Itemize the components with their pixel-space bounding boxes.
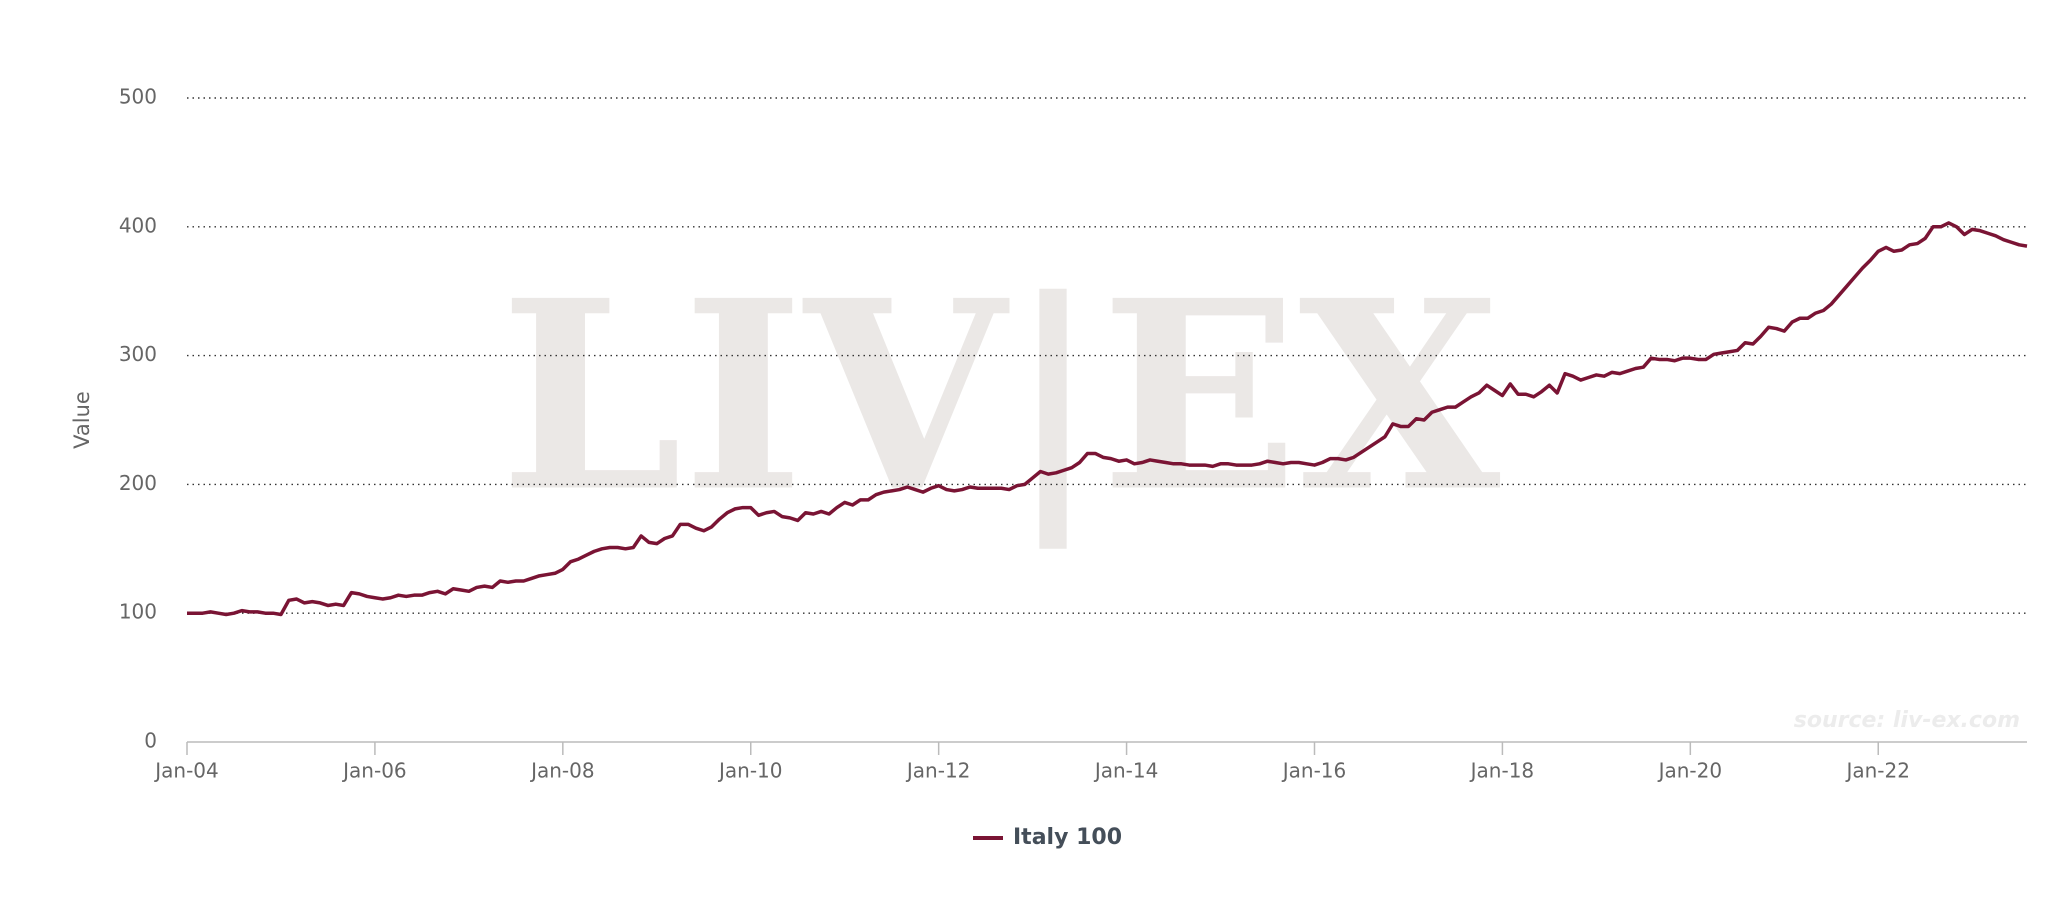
y-tick-label: 0 <box>144 729 157 753</box>
x-tick-label: Jan-10 <box>717 759 783 783</box>
y-tick-label: 100 <box>119 600 157 624</box>
source-note: source: liv-ex.com <box>1794 708 2020 733</box>
x-tick-label: Jan-12 <box>905 759 971 783</box>
y-tick-label: 500 <box>119 85 157 109</box>
x-tick-label: Jan-06 <box>341 759 407 783</box>
x-tick-label: Jan-22 <box>1844 759 1910 783</box>
x-tick-label: Jan-18 <box>1469 759 1535 783</box>
x-tick-label: Jan-14 <box>1093 759 1159 783</box>
x-tick-label: Jan-04 <box>153 759 219 783</box>
x-tick-label: Jan-08 <box>529 759 595 783</box>
y-tick-label: 400 <box>119 213 157 237</box>
y-axis-title: Value <box>70 391 94 449</box>
series-line <box>187 221 2028 617</box>
x-tick-label: Jan-20 <box>1657 759 1723 783</box>
watermark: LIV|EX <box>500 244 1502 552</box>
y-tick-label: 200 <box>119 471 157 495</box>
x-tick-label: Jan-16 <box>1281 759 1347 783</box>
legend-label: Italy 100 <box>1013 825 1122 850</box>
y-tick-label: 300 <box>119 342 157 366</box>
